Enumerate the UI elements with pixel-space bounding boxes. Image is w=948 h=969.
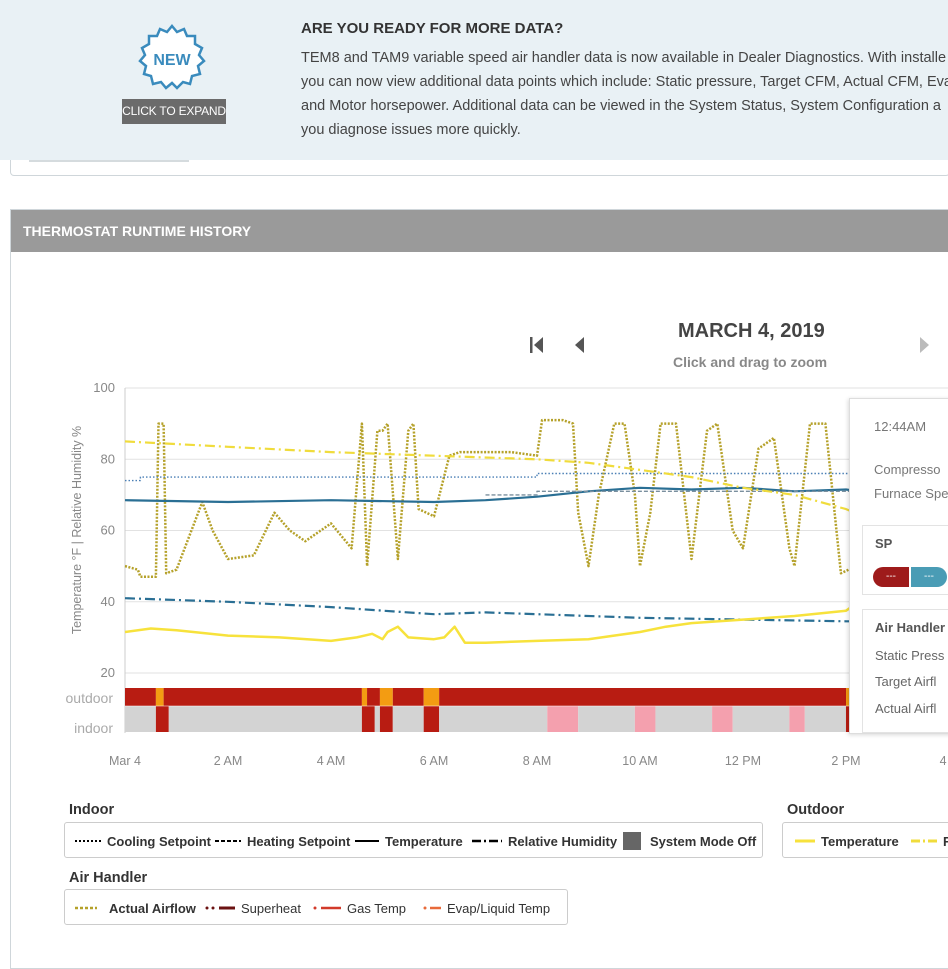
x-tick-label: Mar 4 [109,754,141,768]
x-tick-label: 10 AM [622,754,657,768]
outdoor-runtime-band [392,688,424,706]
indoor-runtime-band [392,706,424,732]
legend-system-mode-off[interactable]: System Mode Off [623,823,756,859]
legend-gas-temp[interactable]: Gas Temp [313,890,406,926]
series-relative-humidity-outdoor [124,440,873,521]
indoor-runtime-band [379,706,393,732]
indoor-runtime-band [547,706,579,732]
legend-outdoor-temperature[interactable]: Temperature [795,833,899,849]
next-day-icon[interactable] [918,335,932,360]
tooltip-ah-title: Air Handler [875,620,946,635]
x-tick-label: 4 P [940,754,948,768]
legend-superheat[interactable]: Superheat [205,890,301,926]
y-axis-label: Temperature °F | Relative Humidity % [70,426,84,634]
indoor-runtime-band [655,706,713,732]
banner-title: ARE YOU READY FOR MORE DATA? [301,20,564,37]
legend-cooling-setpoint[interactable]: Cooling Setpoint [75,833,211,849]
expand-button[interactable]: CLICK TO EXPAND [122,99,226,124]
announcement-banner: NEW CLICK TO EXPAND ARE YOU READY FOR MO… [0,0,948,160]
tooltip-target-airflow: Target Airfl [875,674,937,689]
previous-day-icon[interactable] [572,335,586,360]
series-relative-humidity [124,597,872,623]
x-tick-label: 2 PM [831,754,860,768]
indoor-runtime-band [439,706,548,732]
new-badge-icon[interactable]: NEW [138,24,206,97]
indoor-runtime-band [361,706,375,732]
y-tick-label: 60 [101,523,115,538]
runtime-chart[interactable]: 20 40 60 80 100 Temperature °F | Relative Hum… [0,370,948,780]
cool-setpoint-pill: --- [911,567,947,587]
outdoor-runtime-band [125,688,156,706]
outdoor-legend: Temperature F [782,822,948,858]
tooltip-time: 12:44AM [874,419,927,434]
indoor-runtime-band [155,706,169,732]
row-label-outdoor: outdoor [66,690,114,706]
outdoor-runtime-band [423,688,440,706]
indoor-legend: Cooling Setpoint Heating Setpoint Temper… [64,822,763,858]
outdoor-runtime-band [439,688,846,706]
outdoor-runtime-band [361,688,368,706]
tooltip-compressor: Compresso [874,462,941,477]
x-tick-label: 4 AM [317,754,346,768]
series-heating-setpoint [485,490,872,496]
tooltip-actual-airflow: Actual Airfl [875,701,937,716]
legend-heating-setpoint[interactable]: Heating Setpoint [215,833,351,849]
legend-indoor-temperature[interactable]: Temperature [355,833,463,849]
y-tick-label: 40 [101,594,115,609]
x-tick-label: 6 AM [420,754,449,768]
indoor-runtime-band [712,706,733,732]
chart-tooltip: 12:44AM Compresso Furnace Spe SP --- ---… [849,398,948,734]
first-page-icon[interactable] [529,335,545,360]
indoor-runtime-band [423,706,440,732]
outdoor-runtime-band [367,688,380,706]
y-tick-label: 100 [93,380,115,395]
banner-line: TEM8 and TAM9 variable speed air handler… [301,50,947,66]
chart-date: MARCH 4, 2019 [678,320,825,342]
legend-evap-liquid-temp[interactable]: Evap/Liquid Temp [423,890,550,926]
indoor-runtime-band [578,706,635,732]
series-temperature-outdoor [124,598,873,644]
indoor-runtime-band [168,706,362,732]
indoor-runtime-band [789,706,805,732]
outdoor-runtime-band [163,688,362,706]
badge-text: NEW [153,52,191,69]
indoor-runtime-band [732,706,790,732]
tooltip-furnace-speed: Furnace Spe [874,486,948,501]
banner-body: TEM8 and TAM9 variable speed air handler… [301,46,948,142]
y-tick-label: 20 [101,665,115,680]
legend-relative-humidity[interactable]: Relative Humidity [472,833,618,849]
indoor-runtime-band [374,706,380,732]
heat-setpoint-pill: --- [873,567,909,587]
outdoor-runtime-band [379,688,393,706]
series-cooling-setpoint [125,472,872,482]
row-label-indoor: indoor [74,720,113,736]
banner-line: you can now view additional data points … [301,74,948,90]
banner-line: and Motor horsepower. Additional data ca… [301,98,941,114]
airhandler-legend-title: Air Handler [69,870,148,886]
indoor-runtime-band [804,706,846,732]
banner-card-edge [10,160,948,176]
tooltip-static-pressure: Static Press [875,648,945,663]
legend-actual-airflow[interactable]: Actual Airflow [75,900,196,916]
tooltip-airhandler-box: Air Handler Static Press Target Airfl Ac… [862,609,948,733]
y-tick-label: 80 [101,451,115,466]
indoor-legend-title: Indoor [69,802,115,818]
series-actual-airflow [124,418,872,579]
outdoor-legend-title: Outdoor [787,802,845,818]
x-tick-label: 8 AM [523,754,552,768]
outdoor-runtime-band [155,688,164,706]
airhandler-legend: Actual Airflow Superheat Gas Temp Evap/L… [64,889,568,925]
panel-title: THERMOSTAT RUNTIME HISTORY [11,210,948,252]
indoor-runtime-band [634,706,656,732]
legend-outdoor-humidity[interactable]: F [911,833,948,849]
tooltip-setpoint-box: SP --- --- [862,525,948,595]
tooltip-sp-title: SP [875,536,893,551]
indoor-runtime-band [125,706,156,732]
x-tick-label: 2 AM [214,754,243,768]
zoom-hint: Click and drag to zoom [673,354,828,370]
x-tick-label: 12 PM [725,754,761,768]
banner-line: you diagnose issues more quickly. [301,122,521,138]
